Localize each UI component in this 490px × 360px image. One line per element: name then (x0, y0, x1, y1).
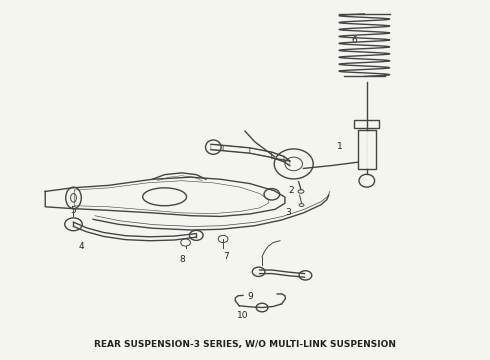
Text: REAR SUSPENSION-3 SERIES, W/O MULTI-LINK SUSPENSION: REAR SUSPENSION-3 SERIES, W/O MULTI-LINK… (94, 340, 396, 349)
Text: 2: 2 (289, 186, 294, 195)
Text: 9: 9 (247, 292, 253, 301)
Text: 3: 3 (285, 208, 291, 217)
Text: 7: 7 (223, 252, 229, 261)
Text: 4: 4 (79, 242, 85, 251)
Text: 5: 5 (71, 206, 76, 215)
Text: 10: 10 (237, 311, 248, 320)
Text: 6: 6 (352, 36, 358, 45)
Text: 8: 8 (180, 255, 186, 264)
Text: 1: 1 (337, 141, 343, 150)
